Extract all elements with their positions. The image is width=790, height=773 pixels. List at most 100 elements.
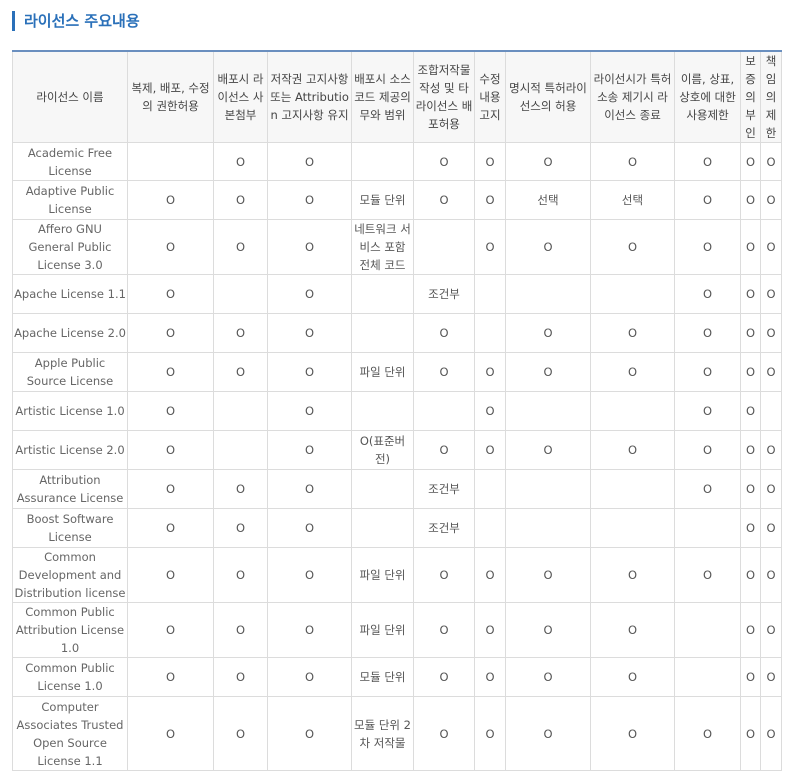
table-cell bbox=[474, 508, 506, 548]
table-cell: O bbox=[674, 547, 741, 603]
table-cell: O bbox=[740, 142, 761, 181]
table-cell: O bbox=[740, 352, 761, 392]
table-cell: O bbox=[760, 696, 782, 771]
table-header-row: 라이선스 이름 복제, 배포, 수정의 권한허용 배포시 라이선스 사본첨부 저작권 … bbox=[12, 50, 782, 143]
table-cell: O bbox=[674, 469, 741, 509]
table-cell bbox=[674, 602, 741, 658]
table-cell: O bbox=[127, 508, 214, 548]
table-cell: O bbox=[413, 547, 475, 603]
table-row: Attribution Assurance License O O O 조건부 O O O bbox=[12, 469, 782, 509]
table-cell: O bbox=[674, 391, 741, 431]
table-cell bbox=[351, 313, 414, 353]
table-cell bbox=[351, 469, 414, 509]
table-cell: 조건부 bbox=[413, 508, 475, 548]
table-cell: O bbox=[474, 657, 506, 697]
table-cell bbox=[590, 508, 675, 548]
table-cell bbox=[674, 508, 741, 548]
table-row: Computer Associates Trusted Open Source … bbox=[12, 696, 782, 771]
table-cell bbox=[505, 508, 591, 548]
table-cell: O bbox=[127, 274, 214, 314]
table-cell: O bbox=[213, 657, 268, 697]
table-cell: O bbox=[127, 469, 214, 509]
table-cell: O bbox=[760, 602, 782, 658]
column-header: 배포시 라이선스 사본첨부 bbox=[213, 50, 268, 143]
table-cell: O bbox=[213, 547, 268, 603]
table-cell: O bbox=[267, 180, 352, 220]
table-row: Adaptive Public License O O O 모듈 단위 O O 선택 선택 O O O bbox=[12, 180, 782, 220]
table-cell: O bbox=[760, 274, 782, 314]
license-name-cell: Common Public Attribution License 1.0 bbox=[12, 602, 128, 658]
table-cell bbox=[213, 391, 268, 431]
license-name-cell: Computer Associates Trusted Open Source … bbox=[12, 696, 128, 771]
table-cell: O bbox=[760, 508, 782, 548]
table-cell: O bbox=[505, 142, 591, 181]
table-row: Boost Software License O O O 조건부 O O bbox=[12, 508, 782, 548]
column-header: 이름, 상표, 상호에 대한 사용제한 bbox=[674, 50, 741, 143]
table-cell bbox=[351, 142, 414, 181]
license-table: 라이선스 이름 복제, 배포, 수정의 권한허용 배포시 라이선스 사본첨부 저작권 … bbox=[12, 50, 782, 771]
table-cell: O bbox=[505, 602, 591, 658]
table-cell: O bbox=[474, 352, 506, 392]
column-header: 명시적 특허라이선스의 허용 bbox=[505, 50, 591, 143]
table-cell: O bbox=[267, 391, 352, 431]
table-cell: O bbox=[674, 219, 741, 275]
table-row: Academic Free License O O O O O O O O O bbox=[12, 142, 782, 181]
table-cell bbox=[474, 469, 506, 509]
table-cell: O bbox=[127, 430, 214, 470]
table-cell: O bbox=[674, 142, 741, 181]
table-cell: O bbox=[740, 430, 761, 470]
table-cell: O bbox=[740, 469, 761, 509]
table-cell: O bbox=[213, 696, 268, 771]
table-cell bbox=[590, 391, 675, 431]
page-title: 라이선스 주요내용 bbox=[12, 11, 140, 31]
table-cell bbox=[213, 274, 268, 314]
table-cell: O bbox=[127, 602, 214, 658]
table-cell: O bbox=[474, 391, 506, 431]
table-cell: 파일 단위 bbox=[351, 602, 414, 658]
table-cell: O bbox=[267, 508, 352, 548]
table-row: Artistic License 2.0 O O O(표준버전) O O O O O O O bbox=[12, 430, 782, 470]
table-cell: O bbox=[760, 180, 782, 220]
table-cell: O bbox=[505, 657, 591, 697]
table-cell: O bbox=[474, 180, 506, 220]
table-cell: O bbox=[505, 219, 591, 275]
table-cell: O bbox=[590, 142, 675, 181]
table-cell: O bbox=[127, 657, 214, 697]
table-cell: O bbox=[590, 352, 675, 392]
table-cell: O bbox=[760, 657, 782, 697]
table-cell: O bbox=[505, 313, 591, 353]
table-cell: O bbox=[413, 313, 475, 353]
table-cell: O bbox=[213, 180, 268, 220]
table-cell: O bbox=[590, 602, 675, 658]
table-cell: O bbox=[474, 430, 506, 470]
table-cell: O bbox=[590, 313, 675, 353]
column-header: 수정 내용 고지 bbox=[474, 50, 506, 143]
table-row: Common Development and Distribution lice… bbox=[12, 547, 782, 603]
table-cell: O bbox=[127, 219, 214, 275]
table-cell: O bbox=[760, 469, 782, 509]
table-cell bbox=[413, 219, 475, 275]
table-cell: 파일 단위 bbox=[351, 352, 414, 392]
license-name-cell: Artistic License 2.0 bbox=[12, 430, 128, 470]
table-cell: O bbox=[590, 696, 675, 771]
license-name-cell: Apache License 1.1 bbox=[12, 274, 128, 314]
table-cell bbox=[351, 274, 414, 314]
table-cell: O bbox=[267, 547, 352, 603]
table-cell bbox=[474, 313, 506, 353]
table-cell: O bbox=[267, 352, 352, 392]
table-row: Common Public Attribution License 1.0 O O O… bbox=[12, 602, 782, 658]
table-cell: O bbox=[267, 313, 352, 353]
table-cell: O bbox=[267, 469, 352, 509]
table-cell: O bbox=[413, 657, 475, 697]
table-cell: O bbox=[127, 313, 214, 353]
table-cell: O bbox=[267, 274, 352, 314]
table-cell: O bbox=[413, 180, 475, 220]
table-cell: O bbox=[127, 352, 214, 392]
table-cell: O bbox=[674, 430, 741, 470]
table-cell: O bbox=[413, 352, 475, 392]
table-cell bbox=[505, 469, 591, 509]
table-cell: O bbox=[213, 142, 268, 181]
table-cell bbox=[505, 391, 591, 431]
table-cell: O bbox=[740, 391, 761, 431]
table-cell: O(표준버전) bbox=[351, 430, 414, 470]
